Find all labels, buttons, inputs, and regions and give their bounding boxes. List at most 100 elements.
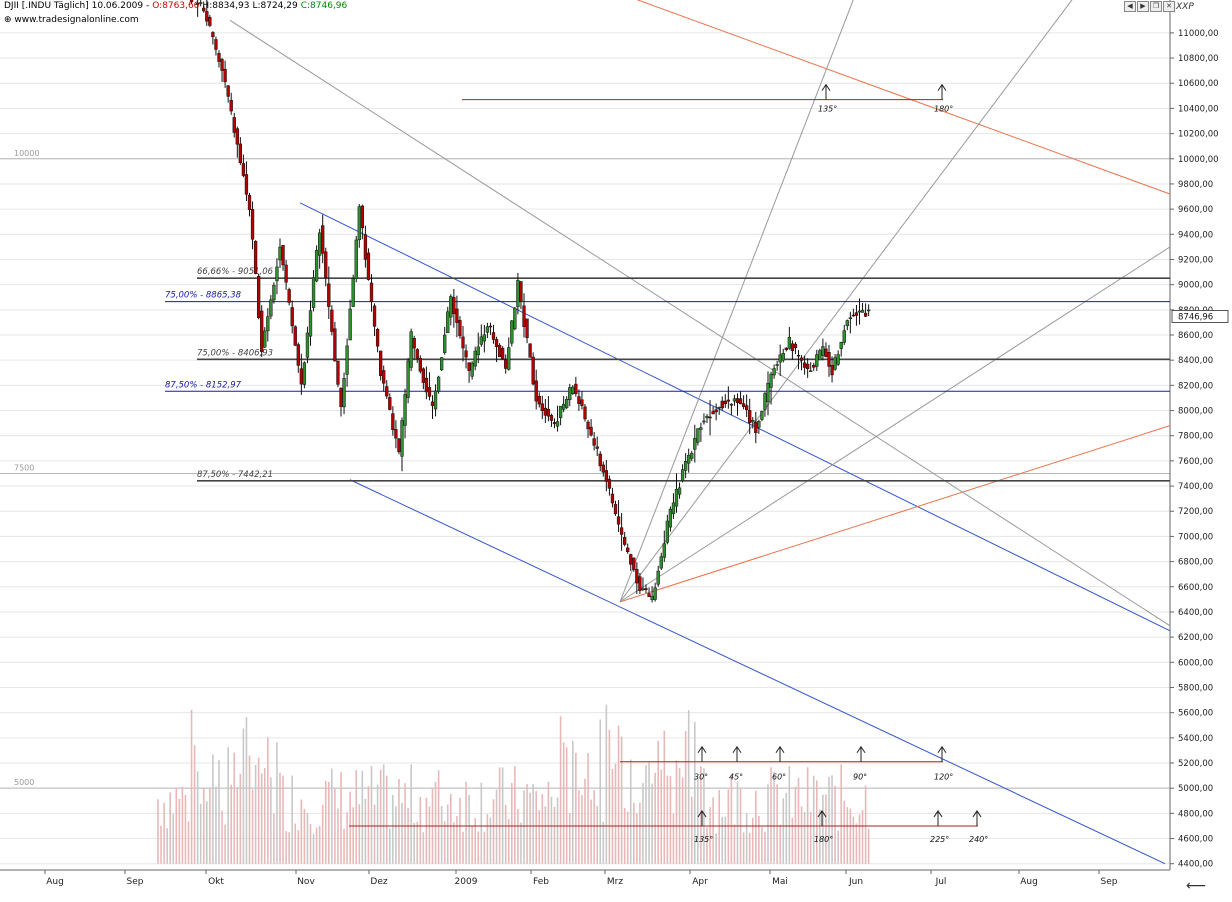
candle-body xyxy=(687,454,691,464)
candle-body xyxy=(857,310,862,313)
candle-body xyxy=(763,393,767,410)
candle-body xyxy=(491,332,496,340)
candle-body xyxy=(711,411,715,415)
arrow-head-icon xyxy=(821,83,831,91)
x-tick-label: 2009 xyxy=(455,877,478,887)
angle-label: 60° xyxy=(772,773,786,782)
candle-body xyxy=(507,347,511,370)
candle-body xyxy=(677,487,682,495)
candle-body xyxy=(238,143,242,163)
candle-body xyxy=(604,470,609,482)
candle-body xyxy=(510,320,514,344)
trendline[interactable] xyxy=(229,19,1171,627)
candle-body xyxy=(821,346,825,356)
candle-body xyxy=(354,239,358,279)
scroll-left-button[interactable]: ◀ xyxy=(1124,1,1136,12)
candle-body xyxy=(690,453,694,459)
y-tick-label: 9800,00 xyxy=(1178,180,1213,190)
candle-body xyxy=(479,336,483,345)
candle-body xyxy=(760,410,764,420)
x-tick-label: Feb xyxy=(533,877,549,887)
return-arrow-icon[interactable]: ⟵ xyxy=(1186,878,1207,894)
candle-body xyxy=(430,401,435,406)
candle-body xyxy=(757,421,761,428)
y-tick-label: 7800,00 xyxy=(1178,432,1213,442)
candle-body xyxy=(827,352,831,367)
candle-body xyxy=(790,343,795,351)
candle-body xyxy=(272,284,276,301)
candle-body xyxy=(406,360,410,398)
trendline[interactable] xyxy=(299,202,1171,632)
candle-body xyxy=(418,357,422,372)
candle-body xyxy=(549,415,554,421)
angle-label: 240° xyxy=(969,835,988,844)
x-tick-label: Jul xyxy=(935,877,947,887)
restore-button[interactable]: ❐ xyxy=(1150,1,1162,12)
candle-body xyxy=(485,326,490,333)
candle-body xyxy=(714,409,718,413)
trendline[interactable] xyxy=(619,0,1085,603)
candle-body xyxy=(308,310,313,337)
trendline[interactable] xyxy=(349,479,1166,865)
candle-body xyxy=(278,246,282,261)
candle-body xyxy=(253,240,258,274)
candle-body xyxy=(729,403,734,406)
low-value: L:8724,29 xyxy=(252,1,298,11)
candle-body xyxy=(257,275,261,319)
trendline[interactable] xyxy=(619,425,1171,603)
angle-label: 120° xyxy=(934,773,953,782)
candle-body xyxy=(372,305,377,327)
angle-label: 225° xyxy=(930,835,949,844)
candle-body xyxy=(391,413,395,430)
candle-body xyxy=(324,251,328,278)
candle-body xyxy=(260,310,264,352)
x-tick-label: Aug xyxy=(46,877,64,887)
angle-label: 135° xyxy=(818,105,837,114)
candle-body xyxy=(818,350,822,361)
x-tick-label: Mrz xyxy=(607,877,623,887)
candle-body xyxy=(284,264,288,283)
candle-body xyxy=(440,357,444,371)
y-tick-label: 9000,00 xyxy=(1178,281,1213,291)
candle-body xyxy=(632,557,636,570)
y-tick-label: 7400,00 xyxy=(1178,482,1213,492)
scroll-right-button[interactable]: ▶ xyxy=(1137,1,1149,12)
last-price-box xyxy=(1171,310,1229,324)
candle-body xyxy=(385,386,389,397)
candle-body xyxy=(778,354,782,363)
candle-body xyxy=(382,370,386,384)
candle-body xyxy=(702,420,706,423)
candle-body xyxy=(595,446,599,449)
candle-body xyxy=(336,360,340,385)
candle-body xyxy=(433,390,438,410)
fib-level-label: 75,00% - 8406,93 xyxy=(197,348,273,358)
angle-label: 135° xyxy=(694,835,713,844)
candle-body xyxy=(366,252,371,280)
candle-body xyxy=(610,493,615,504)
candle-body xyxy=(229,99,233,112)
candle-body xyxy=(513,307,517,330)
y-tick-label: 10200,00 xyxy=(1178,130,1219,140)
candle-body xyxy=(796,354,801,357)
y-tick-label: 8600,00 xyxy=(1178,331,1213,341)
candle-body xyxy=(668,508,673,528)
y-tick-label: 6000,00 xyxy=(1178,658,1213,668)
trendline[interactable] xyxy=(619,0,860,603)
candle-body xyxy=(699,427,703,430)
candle-body xyxy=(741,403,746,407)
ref-level-label: 10000 xyxy=(14,149,39,158)
chart-header: DJII [.INDU Täglich] 10.06.2009 - O:8763,… xyxy=(4,1,350,11)
candle-body xyxy=(464,350,468,358)
close-button[interactable]: ✕ xyxy=(1163,1,1175,12)
x-tick-label: Sep xyxy=(1101,877,1118,887)
angle-label: 180° xyxy=(934,105,953,114)
trendline[interactable] xyxy=(619,246,1171,603)
trendline[interactable] xyxy=(590,0,1171,195)
candle-body xyxy=(528,343,532,358)
candle-body xyxy=(424,377,429,393)
y-tick-label: 6600,00 xyxy=(1178,583,1213,593)
candle-body xyxy=(476,346,480,356)
candle-body xyxy=(568,387,572,401)
candle-body xyxy=(250,209,255,240)
